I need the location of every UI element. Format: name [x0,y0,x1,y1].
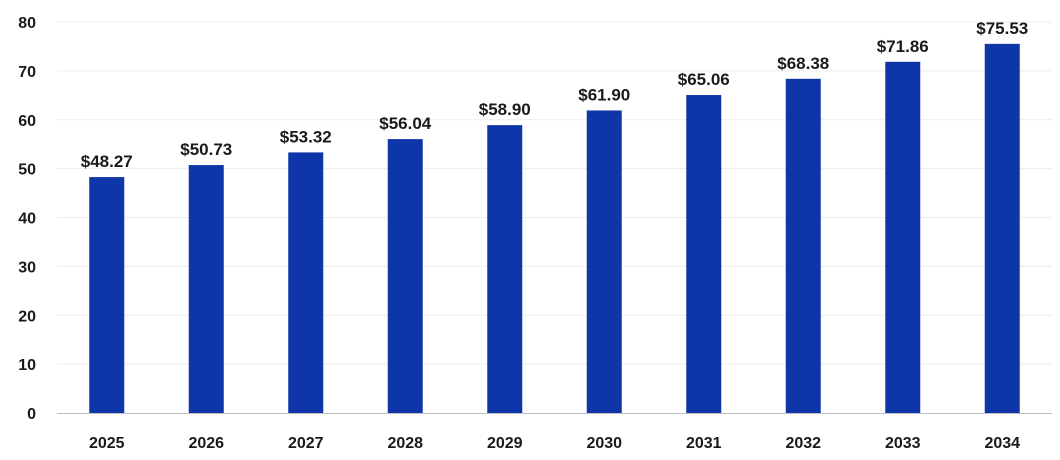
bars [89,43,1020,414]
data-label-2027: $53.32 [280,127,332,146]
x-tick-label: 2027 [288,435,324,452]
x-tick-label: 2025 [89,435,125,452]
y-tick-label: 50 [18,162,36,179]
data-label-2026: $50.73 [180,140,232,159]
bar-2027 [288,152,324,413]
x-tick-label: 2028 [387,435,423,452]
data-label-2034: $75.53 [976,19,1028,38]
x-tick-label: 2026 [188,435,224,452]
bar-2028 [387,139,423,414]
x-tick-label: 2034 [984,435,1020,452]
y-axis-tick-labels: 0 10 20 30 40 50 60 70 80 [18,15,36,423]
data-label-2030: $61.90 [578,85,630,104]
data-labels: $48.27 $50.73 $53.32 $56.04 $58.90 $61.90 $65.… [81,19,1029,171]
data-label-2033: $71.86 [877,37,929,56]
bar-2033 [885,61,921,414]
y-tick-label: 60 [18,113,36,130]
bar-2026 [188,165,224,413]
data-label-2031: $65.06 [678,70,730,89]
x-tick-label: 2029 [487,435,523,452]
bar-2031 [686,95,722,413]
bar-2029 [487,125,523,413]
x-tick-label: 2030 [586,435,622,452]
y-tick-label: 30 [18,259,36,276]
bar-2034 [984,43,1020,413]
data-label-2032: $68.38 [777,54,829,73]
x-axis-tick-labels: 2025 2026 2027 2028 2029 2030 2031 2032 2033 2034 [89,435,1020,452]
bar-2025 [89,177,125,413]
data-label-2029: $58.90 [479,100,531,119]
y-tick-label: 10 [18,357,36,374]
y-tick-label: 80 [18,15,36,32]
x-tick-label: 2033 [885,435,921,452]
y-tick-label: 70 [18,64,36,81]
data-label-2028: $56.04 [379,114,432,133]
bar-2030 [586,110,622,414]
x-tick-label: 2031 [686,435,722,452]
y-tick-label: 0 [27,406,36,423]
bar-2032 [785,78,821,413]
y-tick-label: 20 [18,308,36,325]
x-tick-label: 2032 [785,435,821,452]
data-label-2025: $48.27 [81,152,133,171]
y-tick-label: 40 [18,211,36,228]
